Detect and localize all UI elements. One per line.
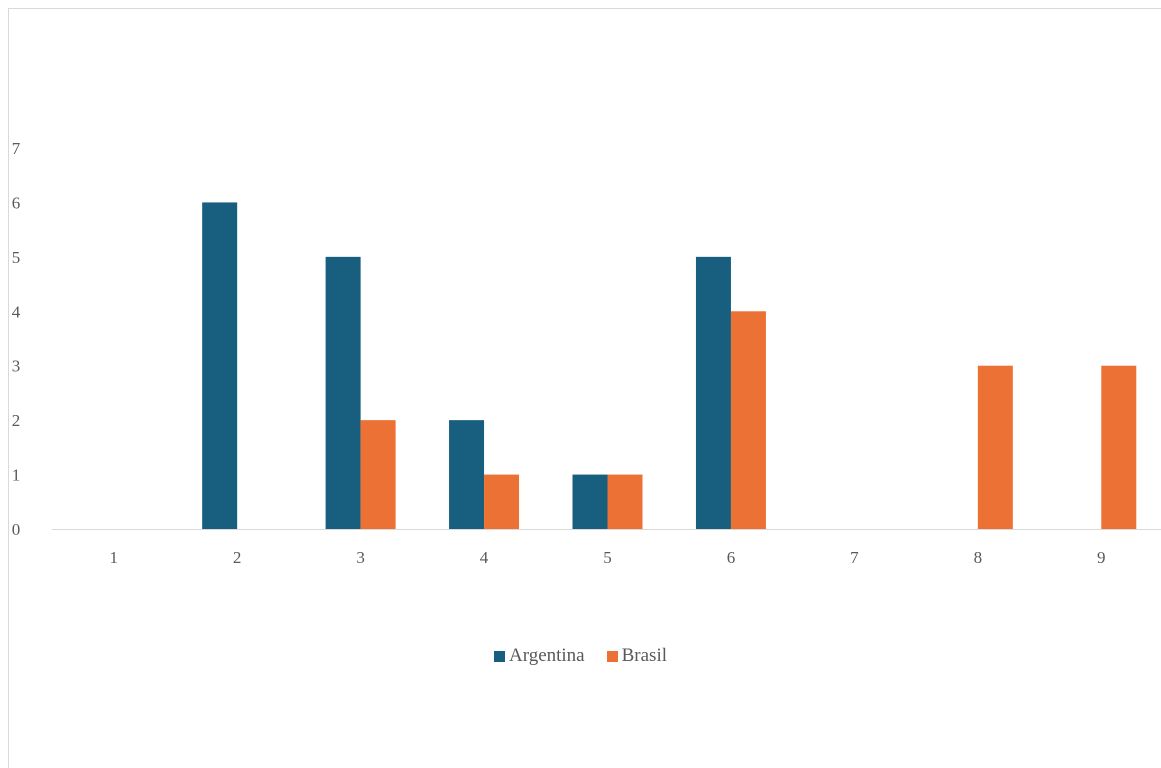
bar-brasil	[730, 311, 766, 529]
x-tick-label: 2	[233, 548, 242, 567]
bar-argentina	[572, 474, 608, 529]
x-tick-label: 7	[850, 548, 859, 567]
chart-frame	[8, 8, 1161, 768]
x-axis-ticks: 1 2 3 4 5 6 7 8 9	[109, 548, 1105, 567]
y-axis-ticks: 0 1 2 3 4 5 6 7	[12, 139, 21, 539]
legend-label-argentina: Argentina	[508, 645, 585, 666]
legend-item-argentina: Argentina	[493, 645, 585, 667]
bar-brasil	[360, 420, 396, 529]
legend-item-brasil: Brasil	[606, 645, 668, 667]
bar-argentina	[449, 420, 485, 529]
y-tick-label: 6	[12, 193, 21, 212]
x-tick-label: 5	[603, 548, 612, 567]
x-tick-label: 8	[974, 548, 983, 567]
legend: Argentina Brasil	[0, 645, 1161, 667]
y-tick-label: 1	[12, 466, 21, 485]
x-tick-label: 3	[356, 548, 365, 567]
bar-brasil	[1101, 365, 1137, 529]
x-tick-label: 1	[109, 548, 118, 567]
bar-brasil	[484, 474, 520, 529]
y-tick-label: 5	[12, 248, 21, 267]
x-tick-label: 4	[480, 548, 489, 567]
bar-brasil	[607, 474, 643, 529]
bars	[202, 202, 1137, 529]
y-tick-label: 3	[12, 357, 21, 376]
x-tick-label: 6	[727, 548, 736, 567]
y-tick-label: 4	[12, 302, 21, 321]
bar-brasil	[977, 365, 1013, 529]
bar-argentina	[695, 256, 731, 529]
legend-label-brasil: Brasil	[621, 645, 668, 666]
bar-argentina	[202, 202, 238, 529]
x-tick-label: 9	[1097, 548, 1106, 567]
y-tick-label: 2	[12, 411, 21, 430]
legend-swatch-brasil	[606, 650, 618, 662]
y-tick-label: 7	[12, 139, 21, 158]
legend-swatch-argentina	[493, 650, 505, 662]
y-tick-label: 0	[12, 520, 21, 539]
bar-argentina	[325, 256, 361, 529]
